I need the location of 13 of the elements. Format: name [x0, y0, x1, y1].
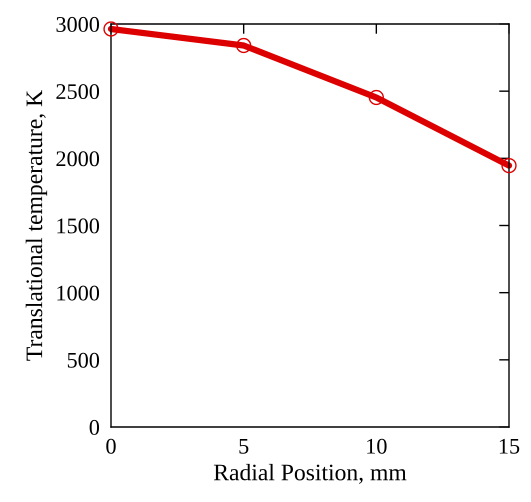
y-tick-label: 2500	[56, 84, 100, 100]
y-tick-label: 1500	[57, 218, 100, 234]
y-tick-label: 1000	[57, 286, 100, 301]
y-tick-label: 3000	[56, 16, 100, 32]
x-tick-label: 15	[500, 438, 520, 454]
x-tick-label: 5	[239, 438, 248, 454]
x-tick-label: 10	[367, 438, 387, 454]
y-tick-label: 0	[90, 420, 100, 435]
x-tick-label: 0	[106, 438, 116, 454]
y-axis-title: Translational temperature, K	[26, 90, 48, 361]
y-tick-label: 500	[68, 352, 100, 368]
y-tick-label: 2000	[56, 151, 100, 166]
x-axis-title: Radial Position, mm	[214, 464, 406, 484]
